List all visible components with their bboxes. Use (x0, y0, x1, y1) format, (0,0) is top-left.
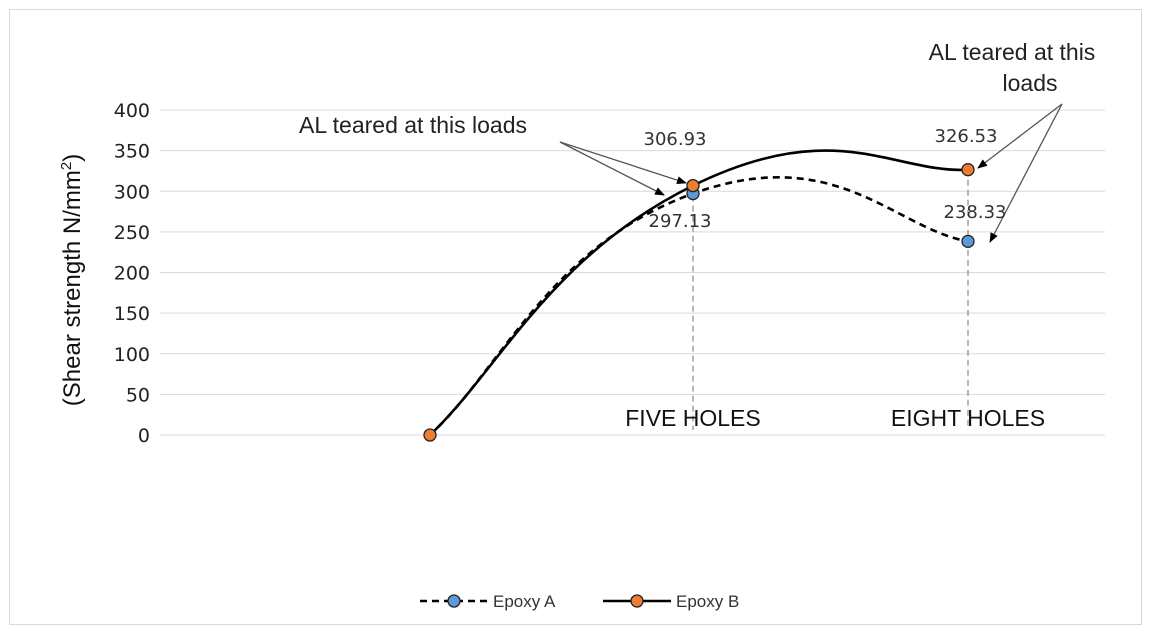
drop-lines (692, 169, 969, 430)
legend-marker (630, 594, 644, 608)
data-label: 238.33 (944, 202, 1007, 223)
y-tick-label: 150 (114, 303, 150, 325)
annotation-arrow (559, 141, 687, 185)
chart-frame (9, 9, 1142, 625)
legend-label: Epoxy A (493, 592, 556, 611)
data-label: 297.13 (649, 211, 712, 232)
y-tick-label: 0 (138, 425, 150, 447)
y-tick-label: 400 (114, 100, 150, 122)
grid-lines (160, 109, 1105, 436)
annotation-text: AL teared at this loads (929, 39, 1096, 96)
y-tick-label: 300 (114, 181, 150, 203)
legend-label: Epoxy B (676, 592, 739, 611)
legend-marker (447, 594, 461, 608)
annotation-arrow (559, 141, 665, 196)
y-axis-label: (Shear strength N/mm2) (58, 154, 86, 406)
data-point (961, 163, 975, 177)
series-lines (423, 149, 975, 442)
category-label: FIVE HOLES (625, 405, 760, 431)
data-label: 326.53 (935, 126, 998, 147)
y-tick-label: 100 (114, 344, 150, 366)
y-tick-label: 200 (114, 263, 150, 285)
annotations: AL teared at this loads AL teared at this… (299, 39, 1095, 138)
category-label: EIGHT HOLES (891, 405, 1045, 431)
annotation-text: AL teared at this loads (299, 112, 527, 138)
data-label: 306.93 (644, 129, 707, 150)
y-tick-label: 350 (114, 141, 150, 163)
data-point (961, 234, 975, 249)
legend: Epoxy A Epoxy B (420, 592, 739, 611)
data-point (423, 428, 437, 442)
annotation-arrows (559, 103, 1063, 243)
annotation-arrow (989, 103, 1063, 243)
y-axis-ticks: 0 50 100 150 200 250 300 350 400 (114, 100, 150, 447)
data-point (686, 178, 700, 193)
y-tick-label: 50 (126, 384, 150, 406)
y-tick-label: 250 (114, 222, 150, 244)
data-labels: 297.13 238.33 306.93 326.53 (644, 126, 1007, 232)
category-labels: FIVE HOLES EIGHT HOLES (625, 405, 1045, 431)
annotation-arrow (977, 103, 1063, 169)
